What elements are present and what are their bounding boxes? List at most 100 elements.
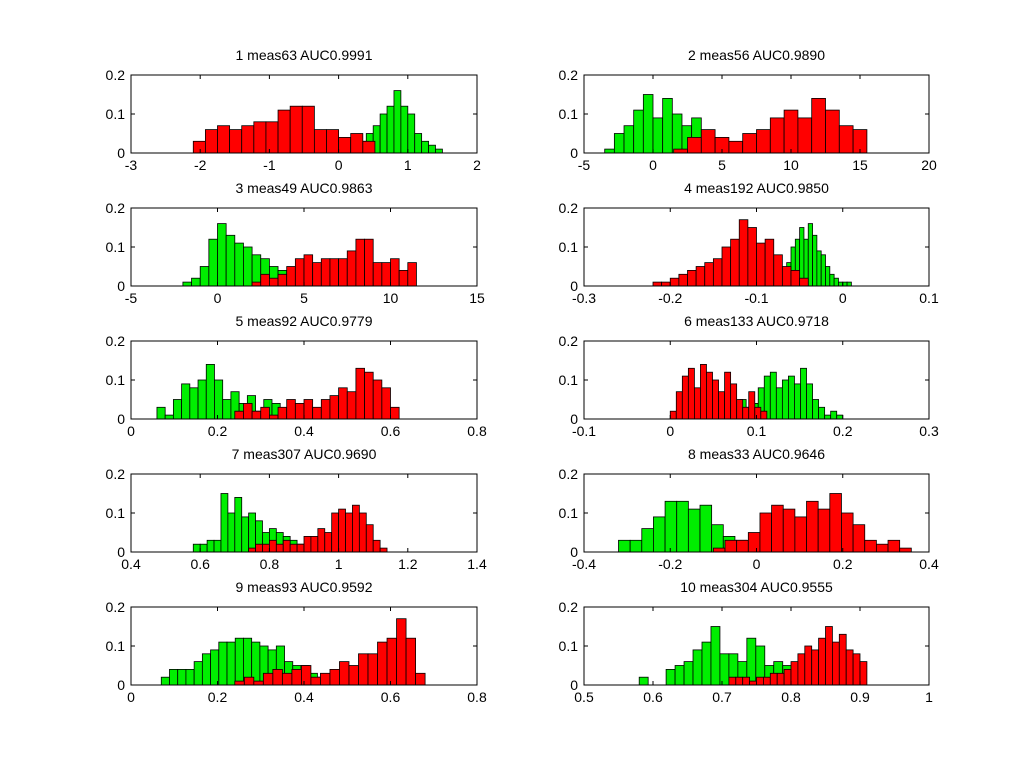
histogram-bar <box>265 121 279 154</box>
histogram-bar <box>400 105 409 154</box>
histogram-bar <box>260 406 270 420</box>
histogram-bar <box>185 669 195 686</box>
histogram-bar <box>339 661 350 686</box>
x-tick-label: 1.2 <box>398 556 418 572</box>
histogram-bar <box>164 414 174 420</box>
x-tick-label: 10 <box>383 290 399 306</box>
y-tick-label: 0.1 <box>559 505 579 521</box>
x-tick-label: 0.1 <box>919 290 939 306</box>
histogram-bar <box>804 645 813 686</box>
x-tick-label: -0.1 <box>572 423 596 439</box>
histogram-bar <box>192 140 206 154</box>
histogram-bar <box>310 536 319 553</box>
histogram-bar <box>665 669 676 686</box>
histogram-bar <box>407 262 417 287</box>
histogram-bar <box>771 504 784 553</box>
y-tick-label: 0.2 <box>559 599 579 615</box>
histogram-bar <box>320 258 331 287</box>
x-tick-label: 0.7 <box>712 689 732 705</box>
histogram-bar <box>783 109 799 154</box>
histogram-bar <box>738 219 749 287</box>
histogram-bar <box>816 250 822 287</box>
histogram-bar <box>365 524 374 553</box>
x-tick-label: -2 <box>194 157 207 173</box>
y-tick-label: 0 <box>570 411 578 427</box>
subplot-title: 3 meas49 AUC0.9863 <box>236 180 373 196</box>
x-tick-label: 0.9 <box>850 689 870 705</box>
histogram-bar <box>367 653 378 686</box>
histogram-bar <box>782 508 796 553</box>
histogram-bar <box>193 661 203 686</box>
histogram-bar <box>338 508 346 553</box>
histogram-bar <box>428 144 436 154</box>
histogram-bar <box>355 238 365 287</box>
histogram-bar <box>825 266 831 287</box>
histogram-bar <box>182 281 192 287</box>
histogram-bar <box>205 363 215 420</box>
histogram-bar <box>234 637 244 686</box>
histogram-bar <box>313 129 327 154</box>
histogram-bar <box>386 637 397 686</box>
histogram-bar <box>852 524 866 553</box>
y-tick-label: 0.2 <box>106 466 126 482</box>
histogram-bar <box>253 680 264 686</box>
histogram-bar <box>706 371 713 420</box>
x-tick-label: 0 <box>753 556 761 572</box>
histogram-bar <box>652 117 664 154</box>
subplot-title: 2 meas56 AUC0.9890 <box>688 47 825 63</box>
histogram-bar <box>390 406 400 420</box>
x-tick-label: 0.3 <box>919 423 939 439</box>
x-tick-label: 0 <box>839 290 847 306</box>
x-tick-label: -0.3 <box>572 290 596 306</box>
histogram-bar <box>718 391 725 420</box>
histogram-bar <box>806 383 813 420</box>
histogram-bar <box>372 379 383 420</box>
x-tick-label: -0.4 <box>572 556 596 572</box>
histogram-bar <box>303 536 312 553</box>
histogram-bar <box>268 539 277 553</box>
histogram-bar <box>811 649 820 686</box>
histogram-bar <box>838 281 844 287</box>
histogram-bar <box>673 148 688 154</box>
x-tick-label: 1 <box>335 556 343 572</box>
histogram-bar <box>687 367 695 420</box>
y-tick-label: 0.1 <box>559 372 579 388</box>
y-tick-label: 0.1 <box>106 505 126 521</box>
histogram-bar <box>286 399 296 420</box>
histogram-bar <box>742 406 750 420</box>
histogram-bar <box>674 665 685 686</box>
x-tick-label: 0 <box>649 157 657 173</box>
histogram-bar <box>189 387 199 420</box>
histogram-bar <box>260 273 270 287</box>
subplot-title: 8 meas33 AUC0.9646 <box>688 446 825 462</box>
x-tick-label: 0.8 <box>467 689 487 705</box>
histogram-bar <box>747 227 757 287</box>
x-tick-label: -0.2 <box>658 290 682 306</box>
histogram-bar <box>781 379 789 420</box>
histogram-bar <box>218 641 228 686</box>
histogram-bar <box>289 543 298 553</box>
histogram-bar <box>818 406 826 420</box>
x-tick-label: 0.6 <box>381 423 401 439</box>
histogram-bar <box>724 371 732 420</box>
histogram-bar <box>220 493 229 553</box>
histogram-bar <box>838 633 847 686</box>
histogram-bar <box>613 133 625 154</box>
x-tick-label: 5 <box>300 290 308 306</box>
histogram-bar <box>379 547 388 553</box>
histogram-bar <box>642 94 654 154</box>
histogram-bar <box>623 125 635 154</box>
y-tick-label: 0.1 <box>106 372 126 388</box>
histogram-bar <box>338 136 352 154</box>
histogram-bar <box>310 676 321 686</box>
histogram-bar <box>769 117 785 154</box>
histogram-bar <box>899 547 912 553</box>
histogram-bar <box>641 528 654 553</box>
histogram-bar <box>669 277 680 287</box>
histogram-bar <box>234 496 243 553</box>
histogram-bar <box>248 512 256 553</box>
subplot-title: 10 meas304 AUC0.9555 <box>680 579 833 595</box>
histogram-bar <box>820 254 826 287</box>
histogram-bar <box>277 109 291 154</box>
